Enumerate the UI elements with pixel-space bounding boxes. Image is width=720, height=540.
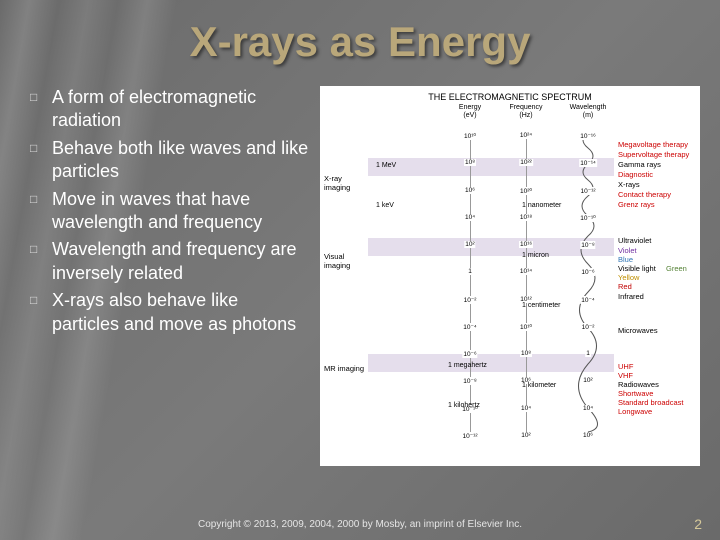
axis-tick: 10²	[582, 377, 593, 384]
axis-tick: 10¹⁸	[519, 214, 533, 221]
axis-tick: 10⁻¹⁴	[579, 159, 597, 167]
axis-tick: 10⁶	[582, 432, 594, 439]
axis-header: Frequency	[509, 104, 542, 111]
wavelength-axis: Wavelength(m) 10⁻¹⁶ 10⁻¹⁴ 10⁻¹² 10⁻¹⁰ 10⁻⁸ 10…	[563, 104, 613, 444]
slide-title: X-rays as Energy	[0, 0, 720, 66]
axis-unit: (Hz)	[519, 112, 532, 119]
right-label: Microwaves	[618, 326, 658, 335]
bullet-text: Behave both like waves and like particle…	[52, 137, 310, 184]
axis-tick: 10⁻¹⁶	[579, 132, 597, 140]
side-label: 1 micron	[522, 252, 549, 259]
right-label: Megavoltage therapy	[618, 140, 688, 149]
axis-tick: 10⁻¹⁰	[579, 214, 596, 222]
axis-tick: 10⁻¹²	[462, 432, 479, 440]
checkbox-icon: □	[30, 289, 52, 336]
axis-tick: 10²	[520, 432, 531, 439]
axis-tick: 10²⁰	[519, 187, 533, 195]
axis-tick: 10⁻¹²	[580, 187, 597, 195]
side-label: 1 megahertz	[448, 362, 487, 369]
right-label: Radiowaves	[618, 380, 659, 389]
side-label: 1 nanometer	[522, 202, 561, 209]
diagram-title: THE ELECTROMAGNETIC SPECTRUM	[320, 86, 700, 104]
bullet-item: □A form of electromagnetic radiation	[30, 86, 310, 133]
bullet-list: □A form of electromagnetic radiation□Beh…	[30, 86, 310, 466]
side-label: 1 keV	[376, 202, 394, 209]
axis-unit: (m)	[583, 112, 594, 119]
frequency-axis: Frequency(Hz) 10²⁴ 10²² 10²⁰ 10¹⁸ 10¹⁶ 10¹⁴ 10…	[507, 104, 545, 444]
right-label: Violet	[618, 246, 637, 255]
axis-tick: 1	[467, 268, 473, 275]
axis-tick: 10¹⁰	[519, 323, 533, 331]
right-label: Yellow	[618, 273, 639, 282]
right-label: Blue	[618, 255, 633, 264]
right-label: Infrared	[618, 292, 644, 301]
axis-tick: 10⁻⁴	[580, 296, 595, 304]
right-label: Contact therapy	[618, 190, 671, 199]
axis-tick: 10⁻⁸	[580, 241, 595, 249]
right-label: X-rays	[618, 180, 640, 189]
side-label: 1 MeV	[376, 162, 396, 169]
axis-tick: 10²⁴	[519, 132, 533, 139]
diagram-columns: X-ray imaging Visual imaging MR imaging En…	[320, 104, 700, 444]
left-label: X-ray imaging	[324, 174, 366, 192]
bullet-text: A form of electromagnetic radiation	[52, 86, 310, 133]
copyright-footer: Copyright © 2013, 2009, 2004, 2000 by Mo…	[0, 519, 720, 530]
bullet-item: □Behave both like waves and like particl…	[30, 137, 310, 184]
axis-tick: 10⁻⁶	[462, 350, 477, 358]
bullet-text: Wavelength and frequency are inversely r…	[52, 238, 310, 285]
bullet-item: □Wavelength and frequency are inversely …	[30, 238, 310, 285]
axis-tick: 10¹⁴	[519, 268, 533, 275]
right-label: Gamma rays	[618, 160, 661, 169]
right-label: Grenz rays	[618, 200, 655, 209]
axis-tick: 10⁻²	[463, 296, 478, 304]
side-label: 1 kilometer	[522, 382, 556, 389]
axis-tick: 1	[585, 350, 591, 357]
axis-tick: 10¹⁰	[463, 132, 477, 140]
right-label: Visible light	[618, 264, 656, 273]
side-label: 1 kilohertz	[448, 402, 480, 409]
axis-tick: 10⁻⁶	[580, 268, 595, 276]
axis-header: Wavelength	[570, 104, 607, 111]
right-label: UHF	[618, 362, 633, 371]
right-label: Green	[666, 264, 687, 273]
axis-tick: 10⁶	[464, 187, 476, 194]
right-label: Supervoltage therapy	[618, 150, 689, 159]
bullet-text: Move in waves that have wavelength and f…	[52, 188, 310, 235]
axis-tick: 10⁻⁸	[462, 377, 477, 385]
right-label: VHF	[618, 371, 633, 380]
axis-tick: 10⁻⁴	[462, 323, 477, 331]
side-label: 1 centimeter	[522, 302, 561, 309]
energy-axis: Energy(eV) 10¹⁰ 10⁸ 10⁶ 10⁴ 10² 1 10⁻² 10⁻⁴ 10⁻⁶…	[451, 104, 489, 444]
checkbox-icon: □	[30, 238, 52, 285]
left-label: MR imaging	[324, 364, 364, 373]
axis-tick: 10²	[464, 241, 475, 248]
em-spectrum-diagram: THE ELECTROMAGNETIC SPECTRUM X-ray imagi…	[320, 86, 700, 466]
bullet-item: □Move in waves that have wavelength and …	[30, 188, 310, 235]
left-label: Visual imaging	[324, 252, 366, 270]
axis-tick: 10⁴	[520, 405, 532, 412]
axis-tick: 10⁴	[464, 214, 476, 221]
checkbox-icon: □	[30, 86, 52, 133]
checkbox-icon: □	[30, 188, 52, 235]
wave-icon	[573, 132, 603, 432]
axis-tick: 10⁻²	[581, 323, 596, 331]
right-label: Diagnostic	[618, 170, 653, 179]
right-label: Shortwave	[618, 389, 653, 398]
axis-header: Energy	[459, 104, 481, 111]
content-area: □A form of electromagnetic radiation□Beh…	[0, 66, 720, 466]
right-label: Longwave	[618, 407, 652, 416]
axis-tick: 10⁸	[520, 350, 532, 357]
axis-tick: 10⁴	[582, 405, 594, 412]
axis-unit: (eV)	[463, 112, 476, 119]
right-label: Standard broadcast	[618, 398, 683, 407]
bullet-text: X-rays also behave like particles and mo…	[52, 289, 310, 336]
right-label: Red	[618, 282, 632, 291]
axis-tick: 10²²	[519, 159, 533, 166]
right-label: Ultraviolet	[618, 236, 651, 245]
axis-tick: 10⁸	[464, 159, 476, 166]
bullet-item: □X-rays also behave like particles and m…	[30, 289, 310, 336]
page-number: 2	[694, 516, 702, 532]
axis-tick: 10¹⁶	[519, 241, 533, 248]
checkbox-icon: □	[30, 137, 52, 184]
